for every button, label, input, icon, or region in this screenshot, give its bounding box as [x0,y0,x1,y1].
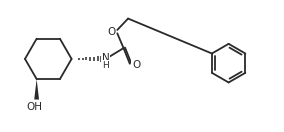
Text: O: O [107,27,116,37]
Polygon shape [34,79,39,100]
Text: O: O [132,60,140,70]
Text: N: N [102,53,110,63]
Text: H: H [102,61,109,70]
Text: OH: OH [26,102,42,112]
